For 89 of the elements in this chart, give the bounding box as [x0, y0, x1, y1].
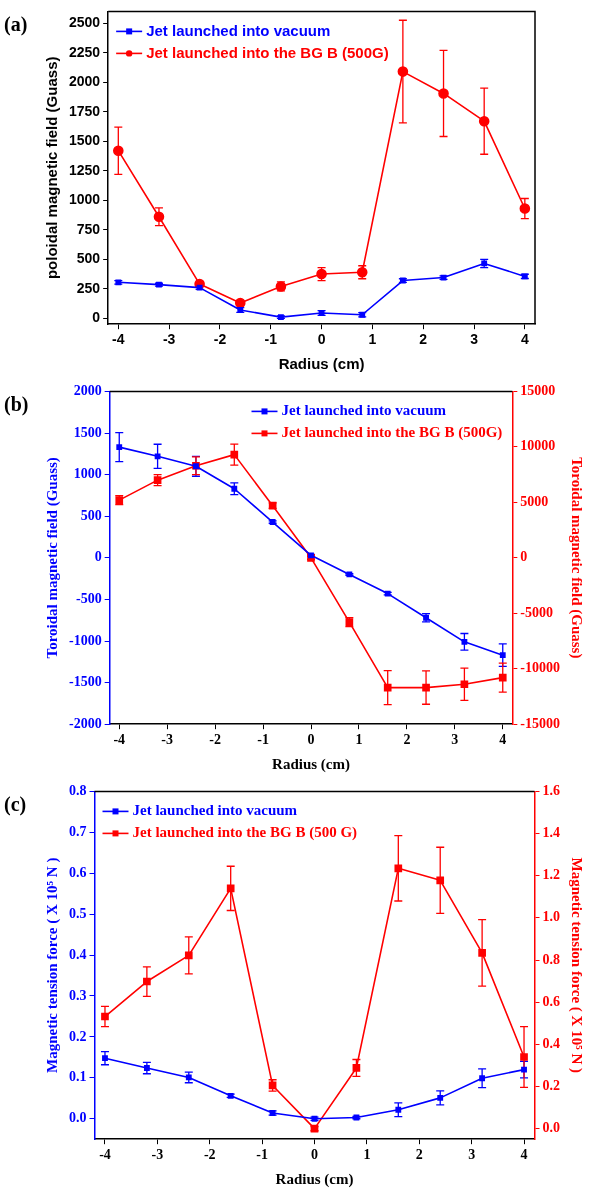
- y-tick-label: 1500: [73, 424, 102, 440]
- x-axis-title: Radius (cm): [278, 355, 365, 373]
- y2-tick-label: 0: [520, 549, 528, 565]
- y-tick-label: -500: [75, 591, 102, 607]
- x-tick-label: 4: [499, 732, 507, 748]
- x-tick-label: -2: [213, 331, 227, 348]
- y-tick-label: 0.2: [69, 1028, 87, 1044]
- y2-tick-label: 15000: [520, 383, 556, 399]
- x-tick-label: -2: [203, 1147, 216, 1163]
- x-tick-label: 2: [403, 732, 411, 748]
- y2-tick-label: 1.0: [542, 909, 560, 925]
- y-axis-title: poloidal magnetic field (Guass): [43, 56, 61, 280]
- x-tick-label: 3: [468, 1147, 476, 1163]
- x-tick-label: 3: [451, 732, 459, 748]
- x-tick-label: -4: [113, 732, 126, 748]
- y-tick-label: 250: [76, 279, 101, 296]
- x-tick-label: -1: [264, 331, 278, 348]
- y2-tick-label: -5000: [520, 604, 554, 620]
- y-tick-label: 0.4: [69, 946, 87, 962]
- y2-tick-label: 0.4: [542, 1035, 560, 1051]
- y-tick-label: 1500: [68, 132, 101, 149]
- y2-tick-label: 1.2: [542, 867, 560, 883]
- y-tick-label: 1750: [68, 102, 101, 119]
- y2-tick-label: 1.4: [542, 825, 560, 841]
- y2-tick-label: 0.2: [542, 1078, 560, 1094]
- y-tick-label: 0.6: [69, 864, 87, 880]
- y2-axis-title: Toroidal magnetic field (Guass): [568, 457, 586, 659]
- y-tick-label: 0.7: [69, 823, 87, 839]
- x-tick-label: 0: [311, 1147, 318, 1163]
- y-tick-label: 2250: [68, 43, 101, 60]
- x-tick-label: -4: [112, 331, 125, 348]
- x-tick-label: -2: [209, 732, 221, 748]
- y-tick-label: 0: [92, 309, 101, 326]
- y2-tick-label: 0.8: [542, 951, 560, 967]
- legend-label: Jet launched into vacuum: [132, 802, 298, 819]
- x-axis-title: Radius (cm): [275, 1170, 354, 1188]
- y-tick-label: 0.8: [69, 783, 87, 799]
- y2-tick-label: 0.6: [542, 993, 560, 1009]
- legend-label: Jet launched into the BG B (500G): [281, 424, 503, 442]
- legend-label: Jet launched into the BG B (500 G): [132, 824, 358, 842]
- chart-title: (c): [4, 792, 27, 816]
- y-tick-label: 0.5: [69, 905, 87, 921]
- x-tick-label: -1: [257, 732, 269, 748]
- legend-label: Jet launched into vacuum: [146, 21, 331, 39]
- y-tick-label: -1000: [68, 632, 102, 648]
- x-tick-label: 0: [307, 732, 315, 748]
- x-tick-label: 4: [520, 331, 529, 348]
- x-tick-label: 4: [520, 1147, 528, 1163]
- y-tick-label: 0.1: [69, 1069, 87, 1085]
- y2-tick-label: -10000: [520, 660, 561, 676]
- y2-tick-label: 0.0: [542, 1120, 560, 1136]
- x-tick-label: 1: [363, 1147, 371, 1163]
- y2-axis-title: Magnetic tension force ( X 10⁵ N ): [568, 857, 586, 1074]
- legend-label: Jet launched into vacuum: [281, 402, 447, 419]
- y-tick-label: 2000: [73, 383, 102, 399]
- y-tick-label: 0.3: [69, 987, 87, 1003]
- y2-tick-label: 10000: [520, 438, 556, 454]
- y-tick-label: 500: [76, 250, 101, 267]
- x-tick-label: -3: [151, 1147, 164, 1163]
- y-tick-label: 750: [76, 220, 101, 237]
- x-tick-label: -1: [256, 1147, 268, 1163]
- y-tick-label: -2000: [68, 715, 102, 731]
- legend-label: Jet launched into the BG B (500G): [146, 43, 389, 61]
- x-tick-label: 3: [470, 331, 479, 348]
- y-tick-label: 1000: [73, 466, 102, 482]
- y-tick-label: 2000: [68, 73, 101, 90]
- x-tick-label: -3: [161, 732, 174, 748]
- y-tick-label: 2500: [68, 14, 101, 31]
- y-tick-label: 1250: [68, 161, 101, 178]
- y-tick-label: 0: [94, 549, 102, 565]
- y-axis-title: Toroidal magnetic field (Guass): [43, 457, 61, 659]
- x-tick-label: -4: [99, 1147, 111, 1163]
- x-tick-label: -3: [162, 331, 176, 348]
- y2-tick-label: -15000: [520, 715, 561, 731]
- y-tick-label: 1000: [68, 191, 101, 208]
- x-tick-label: 1: [368, 331, 377, 348]
- x-tick-label: 1: [355, 732, 363, 748]
- y-axis-title: Magnetic tension force ( X 10⁵ N ): [43, 857, 61, 1074]
- y-tick-label: 500: [80, 507, 102, 523]
- x-tick-label: 2: [415, 1147, 423, 1163]
- chart-title: (a): [4, 12, 28, 36]
- chart-title: (b): [4, 392, 29, 416]
- y-tick-label: 0.0: [69, 1110, 87, 1126]
- y2-tick-label: 1.6: [542, 783, 560, 799]
- x-tick-label: 2: [419, 331, 428, 348]
- y2-tick-label: 5000: [520, 493, 549, 509]
- x-axis-title: Radius (cm): [272, 755, 350, 773]
- x-tick-label: 0: [317, 331, 326, 348]
- y-tick-label: -1500: [68, 674, 102, 690]
